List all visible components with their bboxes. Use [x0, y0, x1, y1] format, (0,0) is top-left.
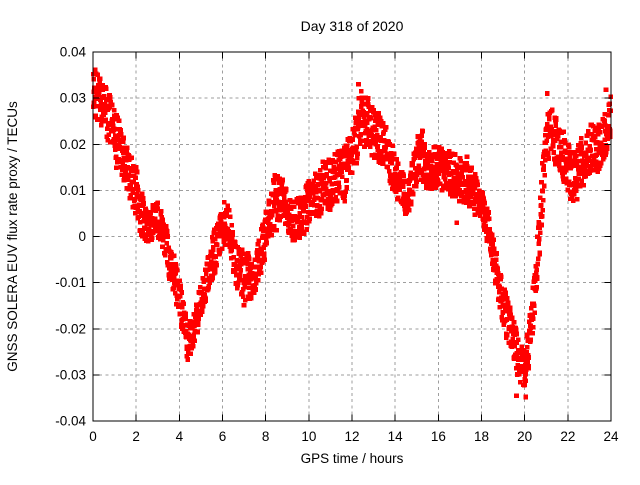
x-axis-label: GPS time / hours: [301, 451, 404, 466]
y-tick-label: 0: [78, 229, 86, 244]
scatter-series: [90, 67, 614, 400]
x-tick-label: 8: [262, 429, 270, 444]
y-tick-label: -0.01: [55, 275, 86, 290]
y-tick-labels: -0.04 -0.03 -0.02 -0.01 0 0.01 0.02 0.03 0.04: [55, 45, 86, 429]
grid-lines: [93, 52, 611, 421]
y-tick-label: 0.03: [60, 91, 86, 106]
y-axis-label: GNSS SOLERA EUV flux rate proxy / TECUs: [5, 101, 20, 372]
chart-title: Day 318 of 2020: [301, 18, 404, 34]
y-tick-label: -0.03: [55, 367, 86, 382]
x-tick-label: 24: [603, 429, 619, 444]
x-tick-label: 4: [176, 429, 184, 444]
axis-ticks: [92, 51, 612, 422]
x-tick-label: 2: [132, 429, 140, 444]
x-tick-label: 14: [388, 429, 404, 444]
x-tick-label: 16: [431, 429, 446, 444]
x-tick-labels: 0 2 4 6 8 10 12 14 16 18 20 22 24: [89, 429, 619, 444]
x-tick-label: 0: [89, 429, 97, 444]
x-tick-label: 22: [560, 429, 575, 444]
x-tick-label: 10: [301, 429, 316, 444]
y-tick-label: 0.02: [60, 137, 86, 152]
x-tick-label: 12: [344, 429, 359, 444]
x-tick-label: 18: [474, 429, 489, 444]
y-tick-label: 0.01: [60, 183, 86, 198]
x-tick-label: 6: [219, 429, 227, 444]
y-tick-label: 0.04: [60, 45, 87, 60]
y-tick-label: -0.04: [55, 414, 86, 429]
y-tick-label: -0.02: [55, 321, 86, 336]
x-tick-label: 20: [517, 429, 532, 444]
